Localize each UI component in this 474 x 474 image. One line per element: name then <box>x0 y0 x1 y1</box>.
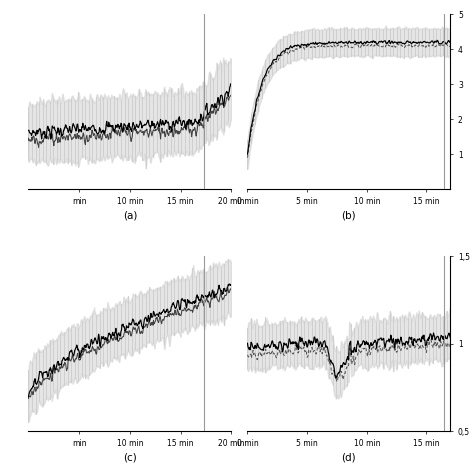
X-axis label: (d): (d) <box>342 452 356 462</box>
X-axis label: (c): (c) <box>123 452 137 462</box>
X-axis label: (a): (a) <box>123 210 137 220</box>
X-axis label: (b): (b) <box>342 210 356 220</box>
